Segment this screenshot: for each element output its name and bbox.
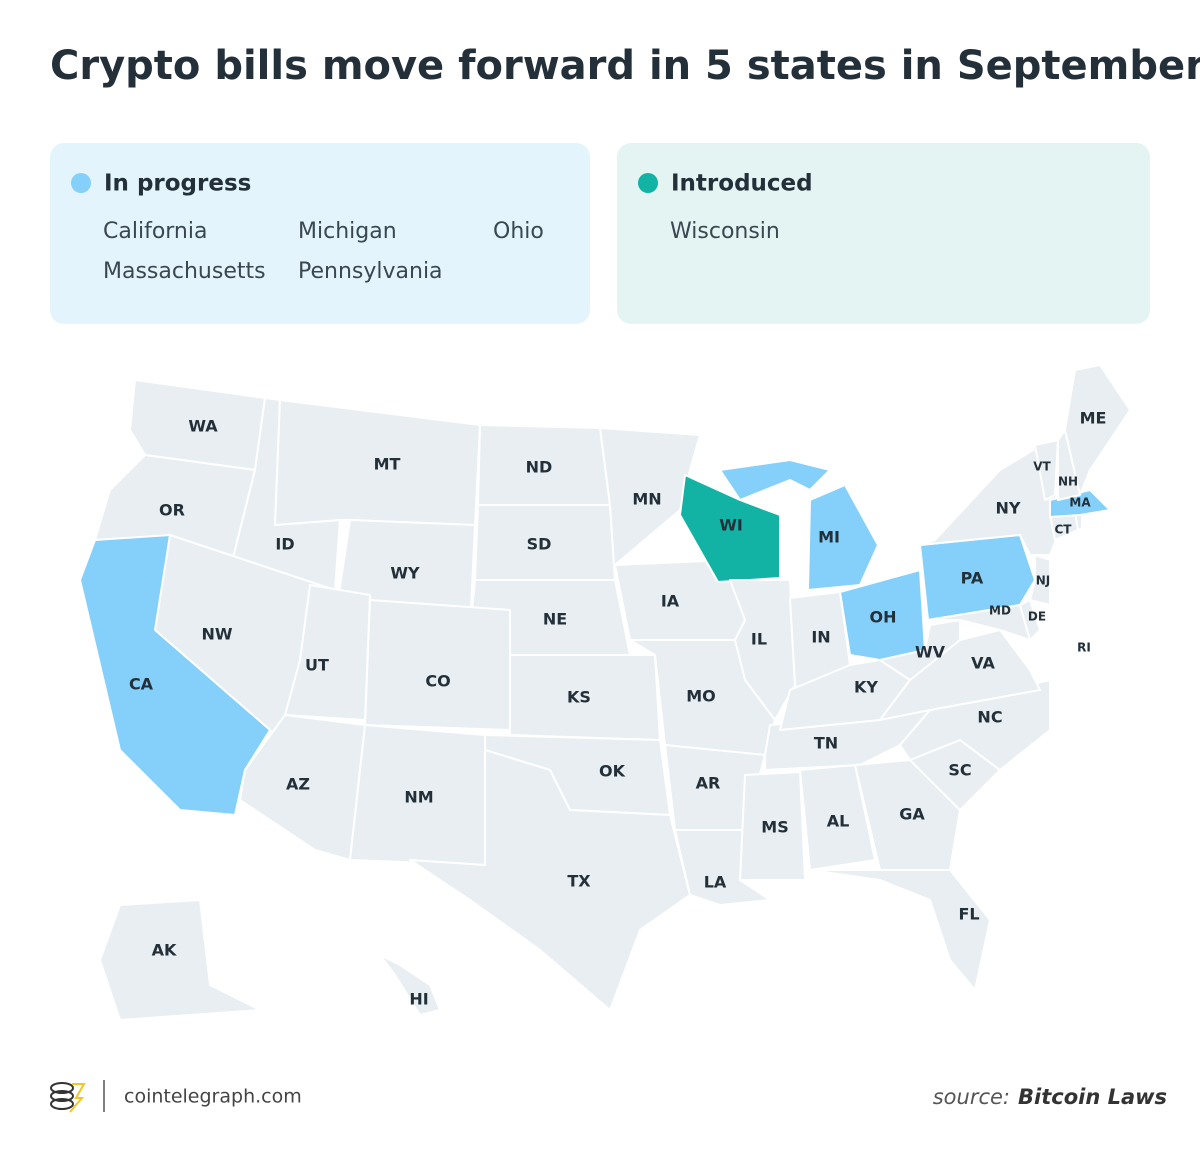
legend-item: Pennsylvania	[298, 259, 443, 284]
state-label: DE	[1028, 610, 1046, 624]
state-shape	[919, 439, 1061, 556]
legend-item: Wisconsin	[670, 219, 780, 244]
state-label: AZ	[286, 775, 310, 794]
state-shape	[379, 954, 441, 1016]
state-label: AL	[827, 812, 850, 831]
state-label: CA	[129, 675, 154, 694]
state-label: PA	[961, 569, 984, 588]
state-label: MT	[374, 455, 401, 474]
state-label: MN	[632, 490, 661, 509]
state-label: IA	[661, 592, 680, 611]
state-label: NH	[1058, 475, 1078, 489]
state-label: RI	[1077, 641, 1091, 655]
state-label: TN	[814, 734, 838, 753]
legend-dot	[638, 173, 658, 193]
state-label: GA	[899, 805, 925, 824]
state-label: NM	[404, 788, 433, 807]
legend-panel	[50, 143, 590, 324]
state-shape	[1019, 599, 1041, 641]
state-label: WV	[915, 643, 946, 662]
state-label: OK	[599, 762, 626, 781]
state-shape	[79, 534, 271, 816]
state-label: MD	[989, 604, 1011, 618]
state-shape	[99, 899, 261, 1021]
state-label: CT	[1055, 523, 1073, 537]
state-label: SD	[527, 535, 552, 554]
state-label: IL	[751, 630, 767, 649]
legend-dot	[71, 173, 91, 193]
state-label: UT	[305, 656, 329, 675]
state-label: NW	[201, 625, 232, 644]
state-label: AR	[696, 774, 721, 793]
state-label: SC	[948, 761, 971, 780]
state-label: ND	[526, 458, 553, 477]
legend-item: Michigan	[298, 219, 397, 244]
legend-item: Ohio	[493, 219, 544, 244]
us-map: WA OR ID MT ND SD WY NE MN IA WI MI IL IN OH PA NY NW CA UT…	[79, 364, 1131, 1021]
state-shape	[599, 427, 701, 581]
state-label: WY	[390, 564, 420, 583]
state-label: NE	[543, 610, 567, 629]
state-label: HI	[409, 990, 428, 1009]
title: Crypto bills move forward in 5 states in…	[50, 43, 1200, 89]
state-shape	[364, 599, 511, 731]
legend-item: Massachusetts	[103, 259, 266, 284]
state-label: ID	[275, 535, 294, 554]
state-label: AK	[152, 941, 177, 960]
state-label: LA	[704, 873, 727, 892]
state-label: TX	[567, 872, 591, 891]
state-label: MA	[1069, 496, 1091, 510]
state-shape	[739, 771, 806, 881]
state-label: OH	[870, 608, 897, 627]
state-label: CO	[425, 672, 450, 691]
state-label: NY	[996, 499, 1021, 518]
state-label: MI	[818, 528, 840, 547]
state-shape	[1064, 364, 1131, 496]
state-shape	[809, 869, 991, 991]
state-shape	[1029, 554, 1051, 606]
state-label: WI	[719, 516, 743, 535]
state-label: ME	[1080, 409, 1107, 428]
legend-title: Introduced	[671, 171, 813, 197]
legend-item: California	[103, 219, 207, 244]
state-label: WA	[188, 417, 218, 436]
state-label: NJ	[1036, 574, 1051, 588]
state-shape	[409, 749, 691, 1011]
source-prefix: source:	[933, 1085, 1010, 1109]
legend-panel	[617, 143, 1150, 324]
logo	[50, 1082, 86, 1113]
state-label: KS	[567, 688, 591, 707]
state-label: NC	[977, 708, 1002, 727]
state-shape	[1034, 439, 1059, 501]
state-shape	[927, 604, 1031, 641]
state-label: FL	[958, 905, 979, 924]
state-label: OR	[159, 501, 185, 520]
state-label: MO	[686, 687, 716, 706]
state-shape	[719, 459, 879, 591]
state-label: IN	[811, 628, 830, 647]
state-label: VA	[971, 654, 995, 673]
state-shape	[854, 759, 961, 871]
state-shape	[284, 584, 371, 721]
source: Bitcoin Laws	[1018, 1085, 1167, 1109]
state-label: KY	[854, 678, 878, 697]
site: cointelegraph.com	[124, 1086, 302, 1108]
state-label: VT	[1033, 460, 1051, 474]
state-label: MS	[761, 818, 788, 837]
legend-title: In progress	[104, 171, 251, 197]
